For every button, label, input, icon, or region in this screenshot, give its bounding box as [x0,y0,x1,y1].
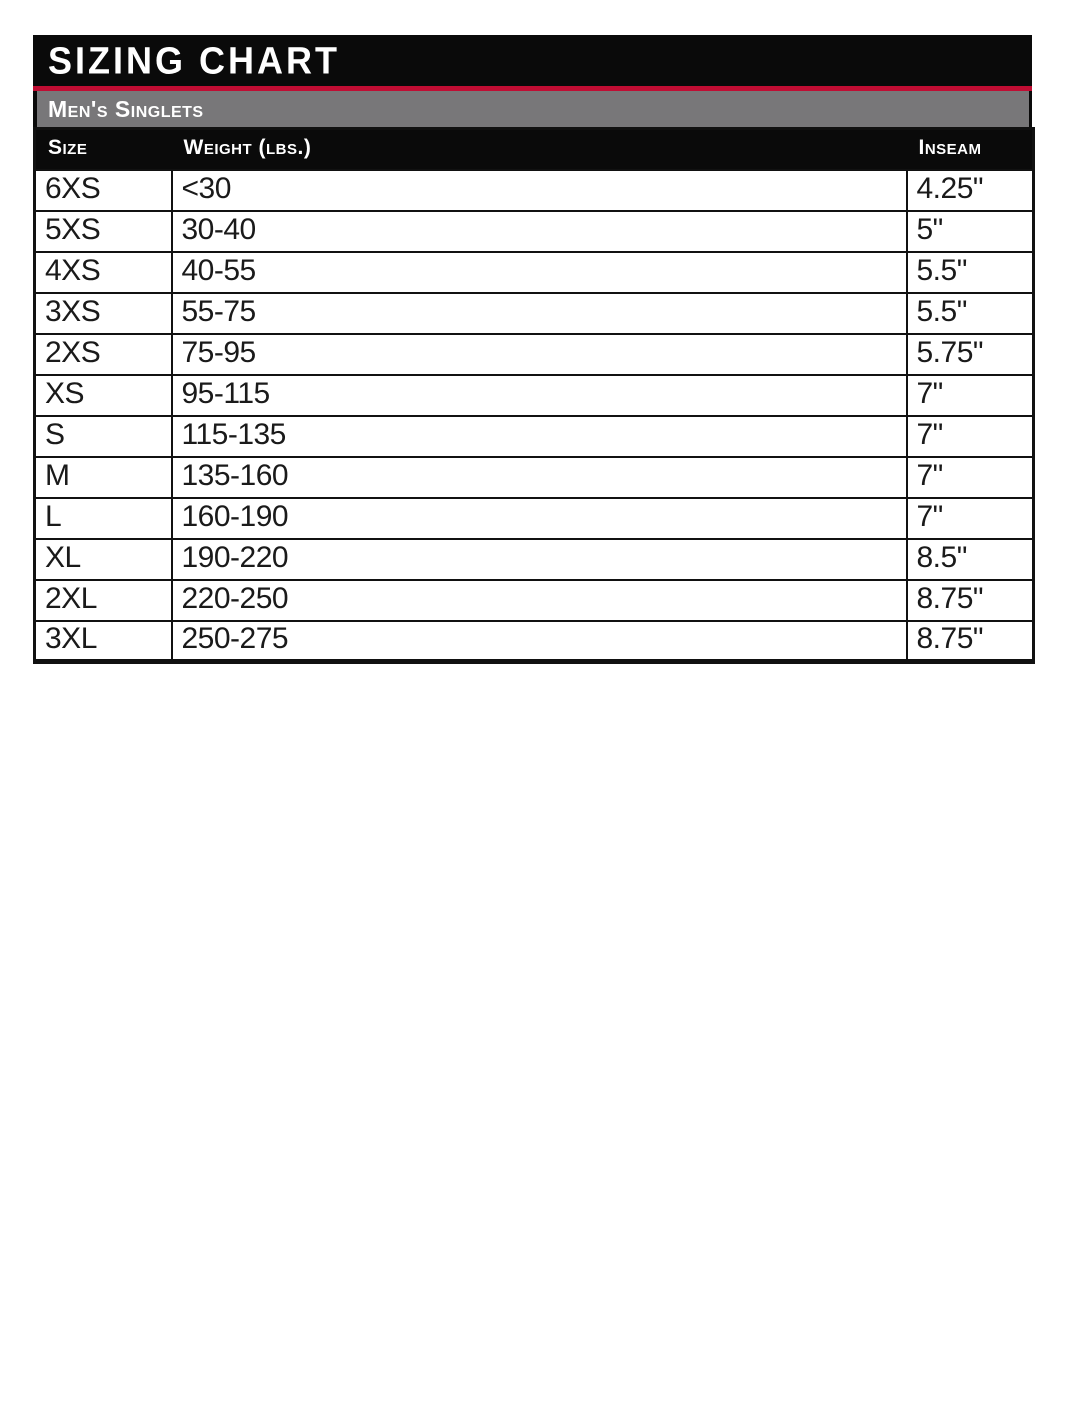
section-header-bar: Men's Singlets [33,91,1032,127]
weight-cell: 135-160 [170,455,908,499]
table-row: XL 190-220 8.5" [33,537,1035,581]
sizing-table-header: Size Weight (lbs.) Inseam [34,128,1034,170]
inseam-cell: 5.5" [905,291,1035,335]
inseam-cell: 7" [905,496,1035,540]
table-row: L 160-190 7" [33,496,1035,540]
column-header-inseam: Inseam [918,136,982,160]
title-bar: Sizing Chart [33,35,1032,86]
inseam-cell: 7" [905,414,1035,458]
inseam-cell: 5.75" [905,332,1035,376]
size-cell: 4XS [33,250,173,294]
weight-cell: 160-190 [170,496,908,540]
column-header-size: Size [48,136,88,160]
size-cell: 5XS [33,209,173,253]
table-row: 3XS 55-75 5.5" [33,291,1035,335]
inseam-cell: 7" [905,373,1035,417]
size-cell: S [33,414,173,458]
page-title: Sizing Chart [48,38,340,82]
size-cell: XL [33,537,173,581]
table-row: 5XS 30-40 5" [33,209,1035,253]
table-row: 2XL 220-250 8.75" [33,578,1035,622]
weight-cell: <30 [170,168,908,212]
accent-divider [33,86,1032,91]
inseam-cell: 5.5" [905,250,1035,294]
size-cell: 3XS [33,291,173,335]
size-cell: 3XL [33,619,173,663]
weight-cell: 55-75 [170,291,908,335]
weight-cell: 75-95 [170,332,908,376]
inseam-cell: 8.75" [905,578,1035,622]
inseam-cell: 7" [905,455,1035,499]
size-cell: XS [33,373,173,417]
size-cell: 2XS [33,332,173,376]
table-row: 4XS 40-55 5.5" [33,250,1035,294]
header-row: Size Weight (lbs.) Inseam [34,128,1034,170]
sizing-table-body: 6XS <30 4.25" 5XS 30-40 5" 4XS 40-55 5.5… [33,168,1035,663]
section-header: Men's Singlets [48,95,204,122]
inseam-cell: 4.25" [905,168,1035,212]
size-cell: 6XS [33,168,173,212]
weight-cell: 250-275 [170,619,908,663]
sizing-chart: Sizing Chart Men's Singlets Size Weight … [33,35,1035,664]
table-row: XS 95-115 7" [33,373,1035,417]
table-row: M 135-160 7" [33,455,1035,499]
table-row: 3XL 250-275 8.75" [33,619,1035,663]
weight-cell: 95-115 [170,373,908,417]
table-row: 2XS 75-95 5.75" [33,332,1035,376]
weight-cell: 220-250 [170,578,908,622]
size-cell: M [33,455,173,499]
inseam-cell: 8.75" [905,619,1035,663]
weight-cell: 190-220 [170,537,908,581]
size-cell: 2XL [33,578,173,622]
weight-cell: 30-40 [170,209,908,253]
weight-cell: 115-135 [170,414,908,458]
table-row: S 115-135 7" [33,414,1035,458]
table-row: 6XS <30 4.25" [33,168,1035,212]
weight-cell: 40-55 [170,250,908,294]
inseam-cell: 5" [905,209,1035,253]
column-header-weight: Weight (lbs.) [183,136,312,160]
size-cell: L [33,496,173,540]
sizing-table: Size Weight (lbs.) Inseam 6XS <30 4.25" … [33,127,1035,664]
inseam-cell: 8.5" [905,537,1035,581]
